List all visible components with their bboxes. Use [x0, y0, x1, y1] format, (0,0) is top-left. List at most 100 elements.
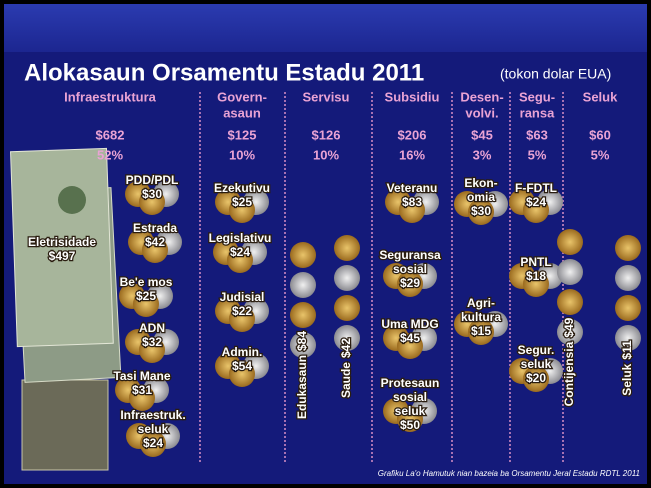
item-amount: $24 — [526, 195, 546, 209]
item-name: Saude — [339, 362, 353, 398]
infographic: Alokasaun Orsamentu Estadu 2011 (tokon d… — [0, 0, 651, 488]
item-label: Uma MDG — [381, 317, 438, 331]
item-name: Seluk — [620, 363, 634, 395]
coin — [290, 272, 316, 298]
coin — [615, 265, 641, 291]
item-name: Contijensia — [562, 341, 576, 406]
column-amount: $682 — [96, 127, 125, 142]
item-amount: $11 — [620, 340, 634, 360]
item-label: Contijensia $49 — [562, 317, 576, 406]
item-label: Admin. — [222, 345, 263, 359]
item-amount: $31 — [132, 383, 152, 397]
coin — [557, 259, 583, 285]
item-amount: $25 — [232, 195, 252, 209]
item-amount: $49 — [562, 317, 576, 337]
item-label: Agri- — [467, 296, 495, 310]
item-amount: $84 — [295, 331, 309, 351]
column-share: 16% — [399, 147, 425, 162]
item-amount: $22 — [232, 304, 252, 318]
item-amount: $54 — [232, 359, 252, 373]
column-amount: $63 — [526, 127, 548, 142]
item-label: Judisial — [220, 290, 265, 304]
item-label: Edukasaun $84 — [295, 331, 309, 419]
coin — [334, 265, 360, 291]
item-amount: $20 — [526, 371, 546, 385]
item-label: Be'e mos — [120, 275, 173, 289]
item-label: seluk — [395, 404, 426, 418]
column-header: ransa — [520, 105, 555, 120]
column-header: Desen- — [460, 89, 503, 104]
column-share: 10% — [313, 147, 339, 162]
item-amount: $24 — [230, 245, 250, 259]
title: Alokasaun Orsamentu Estadu 2011 — [24, 59, 424, 86]
item-label: Ezekutivu — [214, 181, 270, 195]
column-header: Servisu — [303, 89, 350, 104]
item-label: Infraestruk. — [120, 408, 185, 422]
column-header: Seluk — [583, 89, 618, 104]
column-share: 10% — [229, 147, 255, 162]
item-amount: $25 — [136, 289, 156, 303]
column-header: asaun — [223, 105, 261, 120]
coin — [290, 242, 316, 268]
item-label: Tasi Mane — [113, 369, 170, 383]
column-share: 5% — [528, 147, 547, 162]
item-amount: $42 — [145, 235, 165, 249]
item-label: Eletrisidade — [28, 235, 96, 249]
item-label: Seluk $11 — [620, 340, 634, 396]
item-amount: $32 — [142, 335, 162, 349]
column-header: Subsidiu — [385, 89, 440, 104]
item-label: PNTL — [520, 255, 551, 269]
item-amount: $497 — [49, 249, 76, 263]
item-amount: $29 — [400, 276, 420, 290]
coin — [557, 229, 583, 255]
item-amount: $30 — [142, 187, 162, 201]
column-header: Infraestruktura — [64, 89, 157, 104]
item-label: F-FDTL — [515, 181, 557, 195]
item-label: Ekon- — [464, 176, 497, 190]
coin — [615, 235, 641, 261]
column-header: Govern- — [217, 89, 267, 104]
item-amount: $18 — [526, 269, 546, 283]
bills — [11, 148, 121, 470]
column-amount: $60 — [589, 127, 611, 142]
coin — [334, 295, 360, 321]
coin — [615, 295, 641, 321]
item-amount: $83 — [402, 195, 422, 209]
item-label: Legislativu — [209, 231, 272, 245]
unit: (tokon dolar EUA) — [500, 66, 611, 82]
column-header: volvi. — [465, 105, 498, 120]
item-label: PDD/PDL — [126, 173, 179, 187]
item-name: Edukasaun — [295, 355, 309, 419]
item-amount: $45 — [400, 331, 420, 345]
item-label: sosial — [393, 390, 427, 404]
page: {"title": "Alokasaun Orsamentu Estadu 20… — [0, 0, 651, 488]
coin — [334, 235, 360, 261]
column-share: 3% — [473, 147, 492, 162]
column-amount: $126 — [312, 127, 341, 142]
column-amount: $206 — [398, 127, 427, 142]
item-label: Saude $42 — [339, 338, 353, 398]
column-amount: $125 — [228, 127, 257, 142]
column-share: 52% — [97, 147, 123, 162]
item-amount: $15 — [471, 324, 491, 338]
item-label: Seguransa — [379, 248, 441, 262]
item-amount: $24 — [143, 436, 163, 450]
top-band — [4, 4, 647, 52]
coin — [557, 289, 583, 315]
footer: Grafiku La'o Hamutuk nian bazeia ba Orsa… — [378, 469, 640, 478]
item-label: Estrada — [133, 221, 177, 235]
item-label: seluk — [521, 357, 552, 371]
column-header: Segu- — [519, 89, 555, 104]
item-label: Veteranu — [387, 181, 438, 195]
item-amount: $50 — [400, 418, 420, 432]
item-label: sosial — [393, 262, 427, 276]
item-label: seluk — [138, 422, 169, 436]
item-amount: $42 — [339, 338, 353, 358]
item-label: Protesaun — [381, 376, 440, 390]
item-amount: $30 — [471, 204, 491, 218]
coin — [290, 302, 316, 328]
column-amount: $45 — [471, 127, 493, 142]
column-share: 5% — [591, 147, 610, 162]
item-label: kultura — [461, 310, 501, 324]
item-label: omia — [467, 190, 495, 204]
